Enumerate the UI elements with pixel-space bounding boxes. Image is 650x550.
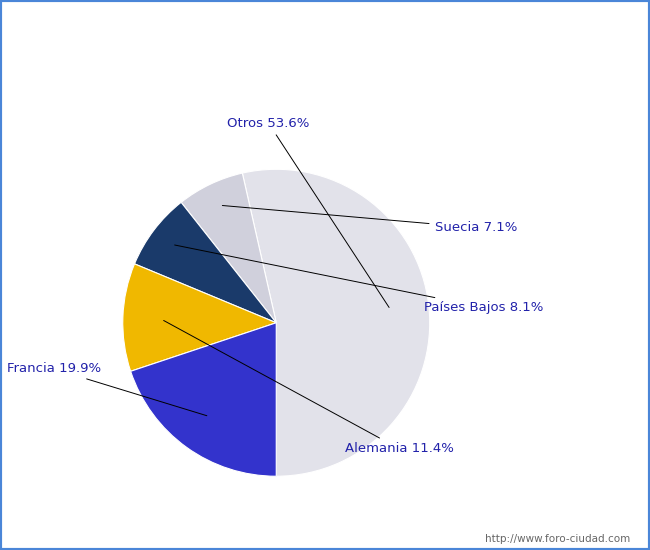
Wedge shape [131,323,276,476]
Wedge shape [123,264,276,371]
Text: Francia 19.9%: Francia 19.9% [6,362,207,416]
Text: http://www.foro-ciudad.com: http://www.foro-ciudad.com [486,535,630,544]
Wedge shape [242,169,430,476]
Text: Sallent - Turistas extranjeros según país - Abril de 2024: Sallent - Turistas extranjeros según paí… [113,22,537,38]
Text: Suecia 7.1%: Suecia 7.1% [222,206,517,234]
Text: Países Bajos 8.1%: Países Bajos 8.1% [175,245,543,314]
Wedge shape [181,173,276,323]
Text: Alemania 11.4%: Alemania 11.4% [164,321,454,455]
Wedge shape [135,202,276,323]
Text: Otros 53.6%: Otros 53.6% [227,117,389,307]
